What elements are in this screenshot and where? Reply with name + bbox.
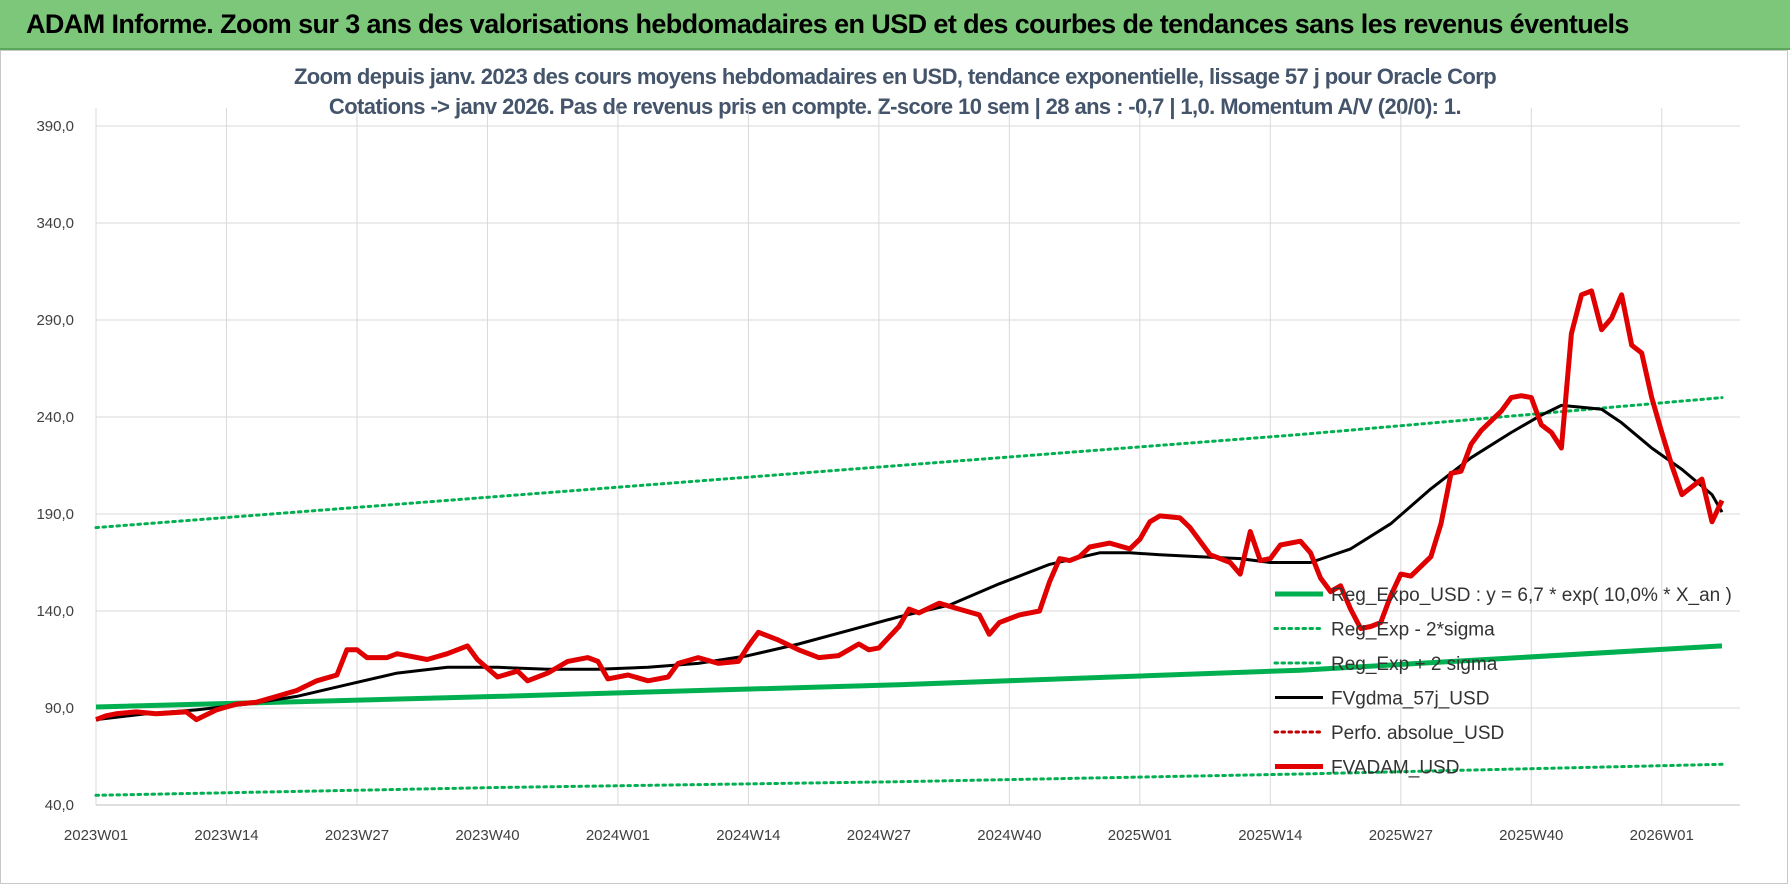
y-tick-label: 240,0	[36, 409, 74, 426]
x-tick-label: 2025W40	[1499, 827, 1563, 844]
banner-title: ADAM Informe. Zoom sur 3 ans des valoris…	[26, 9, 1629, 39]
chart-title-line-1: Zoom depuis janv. 2023 des cours moyens …	[293, 64, 1497, 89]
y-tick-label: 40,0	[45, 797, 74, 814]
y-tick-label: 140,0	[36, 603, 74, 620]
y-tick-label: 340,0	[36, 215, 74, 232]
x-tick-label: 2024W01	[586, 827, 650, 844]
series-reg-exp-minus-2-sigma	[94, 762, 1724, 797]
legend-entry-label: Reg_Exp + 2 sigma	[1331, 654, 1498, 675]
chart-title-line-2: Cotations -> janv 2026. Pas de revenus p…	[328, 94, 1462, 119]
legend-entry-label: Reg_Expo_USD : y = 6,7 * exp( 10,0% * X_…	[1331, 585, 1732, 606]
x-tick-label: 2025W14	[1238, 827, 1302, 844]
x-tick-label: 2024W40	[977, 827, 1041, 844]
legend-entry-label: Reg_Exp - 2*sigma	[1331, 620, 1495, 641]
x-tick-label: 2024W14	[716, 827, 780, 844]
x-tick-label: 2025W27	[1369, 827, 1433, 844]
x-tick-label: 2025W01	[1108, 827, 1172, 844]
x-tick-label: 2023W40	[455, 827, 519, 844]
legend-entry-label: Perfo. absolue_USD	[1331, 723, 1504, 744]
series-fvadam-usd	[95, 288, 1725, 723]
y-tick-label: 390,0	[36, 118, 74, 135]
legend-entry-label: FVgdma_57j_USD	[1331, 689, 1489, 710]
series-reg-expo-usd	[95, 643, 1723, 710]
x-tick-label: 2023W01	[64, 827, 128, 844]
series-reg-exp-plus-2-sigma	[94, 396, 1724, 530]
y-tick-label: 290,0	[36, 312, 74, 329]
legend-entry-label: FVADAM_USD	[1331, 758, 1459, 779]
series-fvgdma-57j-usd	[95, 403, 1724, 722]
x-tick-label: 2024W27	[847, 827, 911, 844]
x-tick-label: 2023W14	[194, 827, 258, 844]
y-tick-label: 90,0	[45, 700, 74, 717]
chart-frame	[0, 50, 1788, 884]
x-tick-label: 2026W01	[1630, 827, 1694, 844]
y-tick-label: 190,0	[36, 506, 74, 523]
x-tick-label: 2023W27	[325, 827, 389, 844]
header-banner: ADAM Informe. Zoom sur 3 ans des valoris…	[0, 0, 1790, 50]
